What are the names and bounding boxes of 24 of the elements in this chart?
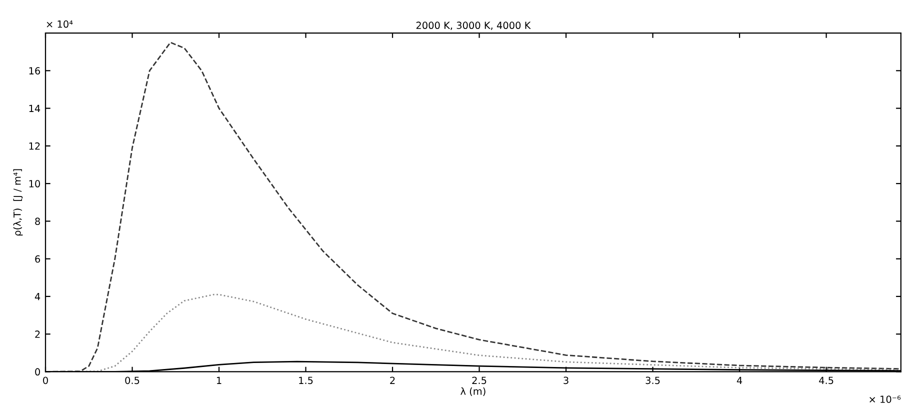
y-tick-label: 12: [29, 142, 40, 150]
x-tick-label: 3: [564, 376, 568, 384]
y-tick-label: 14: [29, 104, 40, 112]
y-tick-label: 2: [35, 330, 40, 338]
text: × 10⁻⁶: [870, 396, 901, 403]
x-tick-label: 0.5: [125, 376, 140, 384]
y-tick-label: 10: [29, 180, 40, 188]
x-tick-label: 2: [390, 376, 395, 384]
x-axis-title: λ (m): [460, 387, 486, 396]
y-tick-label: 4: [34, 293, 40, 300]
x-tick-label: 2.5: [472, 376, 486, 384]
y-tick-label: 8: [35, 218, 40, 226]
y-tick-label: 6: [35, 255, 40, 263]
y-axis-title: ρ(λ,T) [J / m⁴]: [13, 169, 23, 236]
text: × 10⁴: [46, 20, 73, 28]
x-tick-label: 1: [216, 376, 222, 384]
y-tick-label: 16: [29, 67, 40, 74]
x-tick-label: 4: [736, 376, 742, 384]
x-tick-label: 3.5: [646, 376, 660, 384]
x-tick-label: 0: [43, 376, 48, 384]
chart-title: 2000 K, 3000 K, 4000 K: [416, 22, 531, 30]
x-tick-label: 4.5: [819, 376, 834, 384]
y-tick-label: 0: [35, 368, 40, 376]
x-tick-label: 1.5: [299, 376, 313, 384]
